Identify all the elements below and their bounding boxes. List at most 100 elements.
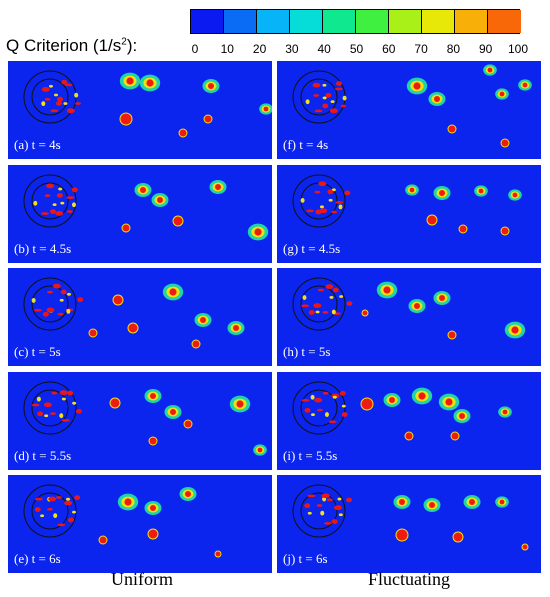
vortex-core — [88, 328, 98, 338]
near-rotor-vortex — [77, 297, 84, 303]
near-rotor-vortex — [329, 108, 338, 114]
near-rotor-vortex — [66, 108, 75, 114]
panel-label: (e) t = 6s — [14, 551, 61, 566]
vortex-core — [178, 128, 188, 138]
colorbar-tick-label: 40 — [317, 42, 331, 56]
vortex-core — [383, 286, 391, 294]
contour-panel: (a) t = 4s — [8, 61, 272, 159]
near-rotor-vortex — [33, 308, 42, 312]
near-rotor-vortex — [317, 288, 324, 292]
near-rotor-vortex — [323, 522, 332, 525]
q-criterion-colorbar — [190, 9, 521, 34]
near-rotor-vortex — [305, 209, 314, 212]
vortex-core — [511, 326, 519, 334]
near-rotor-vortex — [331, 187, 336, 191]
near-rotor-vortex — [36, 396, 41, 402]
column-label-uniform: Uniform — [111, 569, 173, 589]
vortex-core — [257, 447, 263, 452]
vortex-core — [140, 186, 146, 193]
panel-label: (h) t = 5s — [283, 344, 331, 359]
vortex-core — [445, 397, 453, 406]
near-rotor-vortex — [46, 290, 53, 294]
vortex-core — [157, 196, 163, 203]
near-rotor-vortex — [341, 411, 348, 417]
vortex-core — [169, 288, 177, 296]
vortex-core — [522, 82, 528, 88]
near-rotor-vortex — [59, 389, 68, 395]
near-rotor-vortex — [72, 510, 77, 514]
near-rotor-vortex — [66, 497, 71, 501]
rotor-outline — [31, 182, 69, 219]
near-rotor-vortex — [71, 201, 76, 207]
vorticity-field — [292, 277, 526, 340]
vortex-core — [395, 528, 409, 542]
contour-panel: (j) t = 6s — [277, 475, 541, 573]
vortex-core — [439, 189, 445, 196]
near-rotor-vortex — [57, 312, 64, 316]
vortex-core — [127, 322, 139, 334]
near-rotor-vortex — [64, 83, 73, 87]
near-rotor-vortex — [344, 190, 351, 195]
rotor-outline — [23, 174, 77, 227]
rotor-outline — [300, 78, 338, 116]
colorbar-segment — [224, 10, 257, 33]
near-rotor-vortex — [338, 204, 343, 209]
near-rotor-vortex — [340, 104, 347, 108]
contour-panel-grid: (a) t = 4s (f) t = 4s (b) t = 4.5s (g) t = … — [8, 61, 543, 573]
vortex-core — [360, 397, 374, 410]
contour-panel: (c) t = 5s — [8, 268, 272, 366]
near-rotor-vortex — [341, 404, 346, 408]
near-rotor-vortex — [304, 503, 311, 509]
near-rotor-vortex — [50, 109, 59, 113]
vortex-core — [487, 67, 493, 73]
vortex-core — [183, 419, 193, 428]
vortex-core — [124, 498, 132, 506]
vortex-core — [447, 124, 457, 134]
near-rotor-vortex — [50, 411, 57, 415]
vortex-core — [499, 499, 505, 505]
near-rotor-vortex — [312, 82, 321, 88]
near-rotor-vortex — [333, 505, 342, 511]
near-rotor-vortex — [327, 189, 334, 194]
panel-label: (c) t = 5s — [14, 344, 61, 359]
panel-label: (b) t = 4.5s — [14, 240, 72, 256]
near-rotor-vortex — [48, 496, 57, 502]
rotor-outline — [23, 277, 77, 331]
near-rotor-vortex — [47, 507, 54, 511]
near-rotor-vortex — [316, 504, 323, 507]
colorbar-segment — [356, 10, 389, 33]
vorticity-field — [292, 64, 532, 148]
colorbar-segment — [455, 10, 488, 33]
vortex-core — [236, 399, 244, 408]
near-rotor-vortex — [66, 195, 75, 199]
colorbar-segment — [323, 10, 356, 33]
vortex-core — [499, 91, 505, 97]
vortex-core — [450, 431, 460, 440]
vorticity-field — [292, 381, 512, 440]
near-rotor-vortex — [307, 511, 312, 515]
rotor-outline — [292, 381, 346, 434]
contour-panel: (e) t = 6s — [8, 475, 272, 573]
near-rotor-vortex — [53, 513, 58, 519]
panel-label: (d) t = 5.5s — [14, 447, 72, 463]
near-rotor-vortex — [41, 101, 46, 107]
vorticity-field — [292, 484, 529, 551]
panel-label: (a) t = 4s — [14, 137, 61, 152]
near-rotor-vortex — [331, 309, 336, 315]
rotor-outline — [300, 389, 338, 426]
near-rotor-vortex — [330, 100, 335, 104]
near-rotor-vortex — [325, 92, 332, 98]
rotor-outline — [300, 285, 338, 323]
colorbar-segment — [389, 10, 422, 33]
colorbar-tick-label: 70 — [414, 42, 428, 56]
near-rotor-vortex — [310, 394, 315, 400]
vortex-core — [147, 528, 159, 540]
vortex-core — [413, 82, 421, 90]
near-rotor-vortex — [307, 494, 316, 498]
near-rotor-vortex — [75, 102, 82, 105]
near-rotor-vortex — [322, 96, 327, 100]
vortex-core — [500, 226, 510, 235]
contour-panel: (d) t = 5.5s — [8, 371, 272, 470]
panel-label: (f) t = 4s — [283, 137, 329, 152]
rotor-outline — [31, 389, 69, 426]
